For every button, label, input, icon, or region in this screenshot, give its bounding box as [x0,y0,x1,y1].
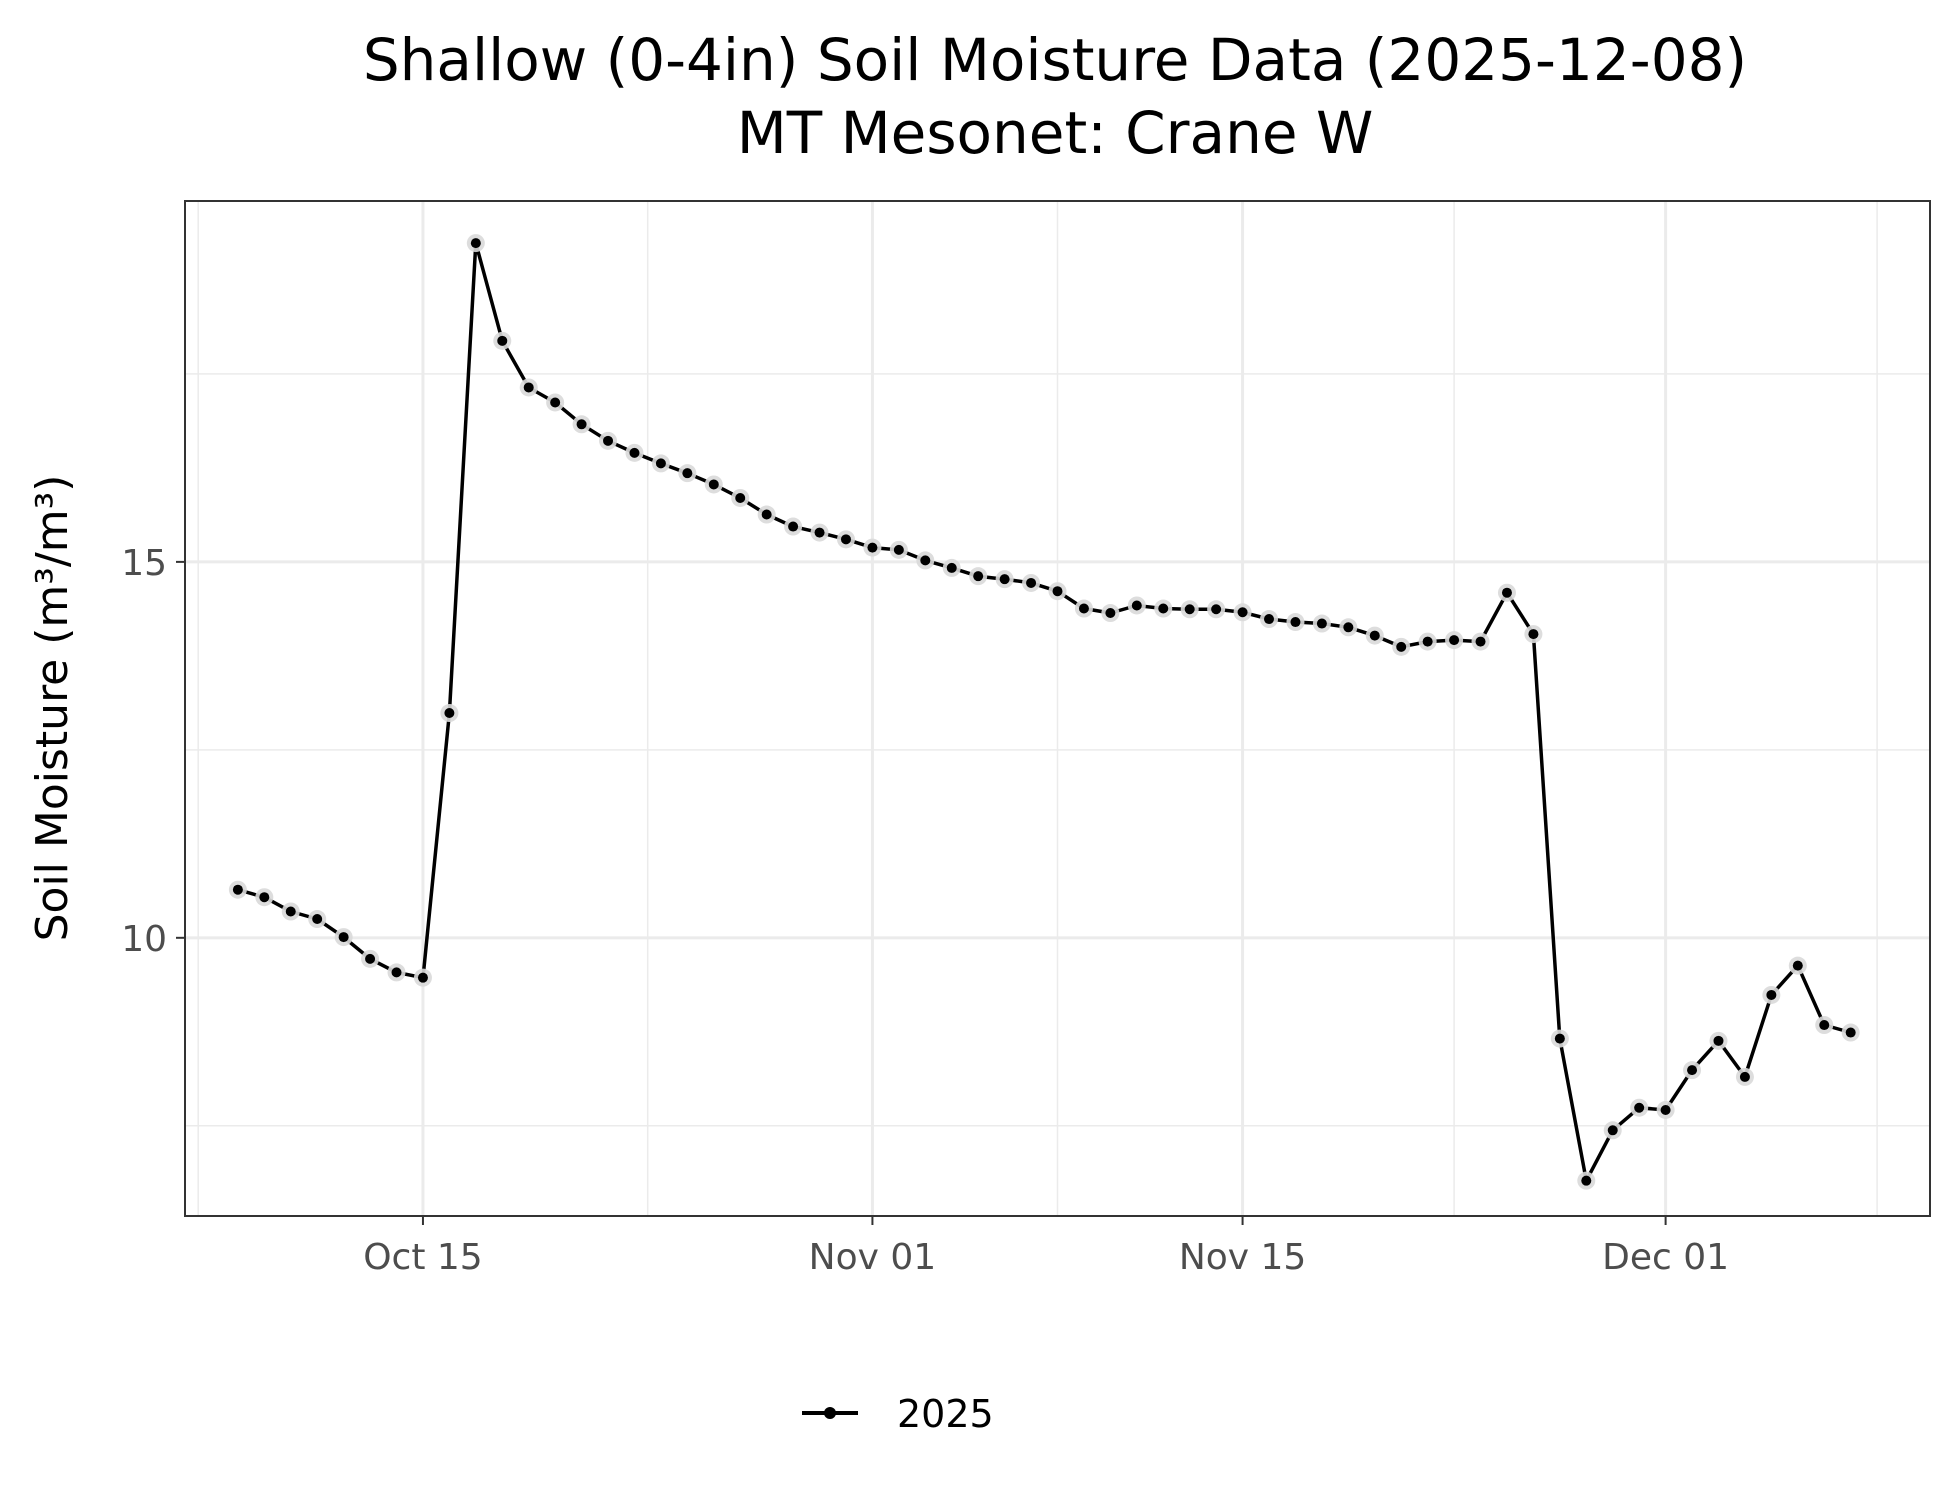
data-point [444,708,455,719]
data-point [893,544,904,555]
data-point [655,458,666,469]
data-point [788,521,799,532]
grid [185,201,1930,1216]
data-point [1528,629,1539,640]
data-point [1819,1020,1830,1031]
data-point [1660,1104,1671,1115]
data-point [338,932,349,943]
data-point [1290,617,1301,628]
data-point [1475,636,1486,647]
x-tick-label: Nov 01 [809,1237,937,1278]
data-point [1369,630,1380,641]
data-point [1422,636,1433,647]
data-point [973,571,984,582]
data-point [1237,607,1248,618]
data-point [1105,608,1116,619]
data-point [259,892,270,903]
series-2025 [228,234,1860,1190]
data-point [735,492,746,503]
legend-key-point [824,1407,836,1419]
data-point [603,435,614,446]
data-point [1449,635,1460,646]
data-point [1501,587,1512,598]
x-tick-label: Dec 01 [1602,1237,1729,1278]
data-point [920,555,931,566]
data-point [814,527,825,538]
data-point [576,419,587,430]
data-point [391,967,402,978]
data-point [417,972,428,983]
x-tick-label: Nov 15 [1179,1237,1307,1278]
chart-subtitle: MT Mesonet: Crane W [737,99,1374,167]
y-axis-title: Soil Moisture (m³/m³) [27,475,78,942]
data-point [1052,586,1063,597]
data-point [1211,604,1222,615]
data-point [629,447,640,458]
data-point [708,479,719,490]
data-point [365,953,376,964]
data-point [497,335,508,346]
data-point [1184,604,1195,615]
data-point [1396,641,1407,652]
chart-title: Shallow (0-4in) Soil Moisture Data (2025… [363,26,1747,94]
data-point [1845,1027,1856,1038]
data-point [840,534,851,545]
data-point [999,574,1010,585]
y-tick-label: 10 [121,919,167,960]
data-point [523,382,534,393]
data-point [946,562,957,573]
legend-label-2025: 2025 [897,1392,994,1436]
data-point [470,238,481,249]
data-point [1607,1125,1618,1136]
data-point [682,468,693,479]
data-point [550,397,561,408]
data-point [1687,1065,1698,1076]
axes: Oct 15 Nov 01 Nov 15 Dec 01 10 15 [121,543,1729,1278]
data-point [1554,1033,1565,1044]
data-point [285,906,296,917]
data-point [1078,603,1089,614]
data-point [312,914,323,925]
data-point [1792,960,1803,971]
data-point [1739,1071,1750,1082]
data-point [1026,577,1037,588]
y-tick-label: 15 [121,543,167,584]
legend: 2025 [802,1392,994,1436]
data-point [1264,614,1275,625]
data-point [1158,603,1169,614]
data-point [761,509,772,520]
data-point [1316,618,1327,629]
data-point [1131,600,1142,611]
data-point [232,884,243,895]
plot-panel [184,200,1931,1217]
data-point [1766,989,1777,1000]
x-tick-label: Oct 15 [363,1237,483,1278]
data-point [1343,622,1354,633]
data-point [1713,1035,1724,1046]
data-point [1581,1175,1592,1186]
data-point [1634,1102,1645,1113]
data-point [867,542,878,553]
